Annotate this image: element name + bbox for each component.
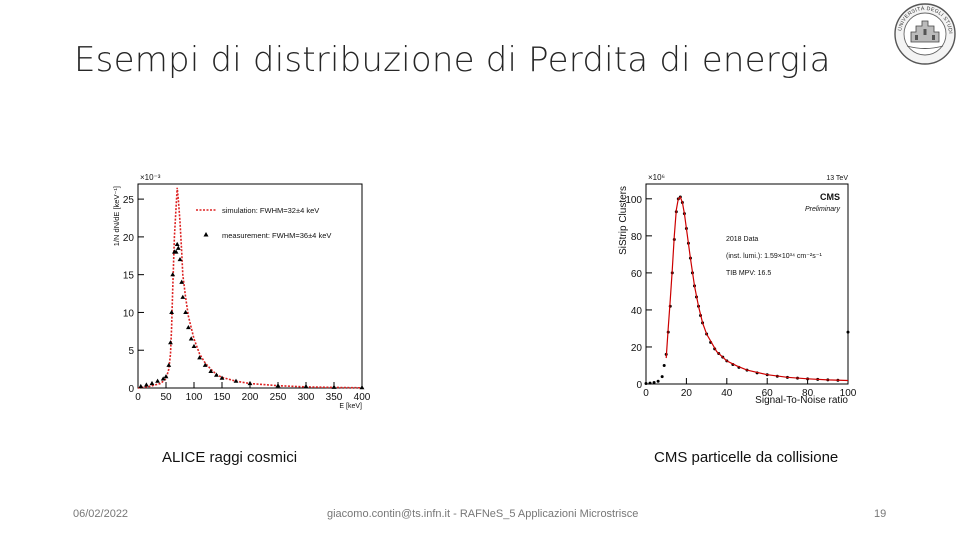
x-tick-label: 50 xyxy=(160,392,172,403)
alice-plot: 0 50 100 150 200 250 300 350 400 0 5 10 15 20 25 ×10⁻³ E… xyxy=(108,158,370,412)
x-tick-label: 0 xyxy=(135,392,141,403)
caption-alice: ALICE raggi cosmici xyxy=(162,449,298,466)
data-point xyxy=(163,374,169,379)
x-tick-label: 80 xyxy=(802,388,814,399)
data-point xyxy=(177,256,183,262)
axis-exponent-label: ×10⁻³ xyxy=(140,173,161,182)
data-point xyxy=(179,279,185,284)
x-tick-label: 100 xyxy=(186,392,203,403)
y-tick-label: 0 xyxy=(128,384,134,395)
annotation-label: (inst. lumi.): 1.59×10³⁴ cm⁻²s⁻¹ xyxy=(726,253,822,260)
data-point xyxy=(233,378,239,383)
data-point xyxy=(138,383,144,389)
x-tick-label: 350 xyxy=(326,392,343,403)
data-point xyxy=(219,375,225,380)
energy-label: 13 TeV xyxy=(826,175,848,182)
x-tick-label: 100 xyxy=(840,388,857,399)
y-tick-label: 80 xyxy=(631,232,643,243)
y-tick-label: 5 xyxy=(128,346,134,357)
y-tick-label: 100 xyxy=(625,195,642,206)
data-point xyxy=(169,309,174,315)
y-tick-label: 15 xyxy=(123,271,135,282)
data-point xyxy=(166,362,172,367)
y-tick-label: 40 xyxy=(631,306,643,317)
data-point xyxy=(247,380,253,386)
y-axis-label: SiStrip Clusters xyxy=(618,186,629,255)
university-seal-icon: UNIVERSITÀ DEGLI STUDI DI TRIESTE xyxy=(891,0,957,66)
data-point xyxy=(662,363,666,367)
data-point xyxy=(656,379,660,383)
x-axis-label: Signal-To-Noise ratio xyxy=(755,395,848,406)
data-point xyxy=(155,378,160,383)
y-tick-label: 10 xyxy=(123,308,135,319)
footer-center: giacomo.contin@ts.infn.it - RAFNeS_5 App… xyxy=(327,508,639,520)
data-point xyxy=(331,384,337,389)
data-point xyxy=(144,382,149,387)
data-point xyxy=(644,381,648,385)
data-point xyxy=(214,372,219,377)
annotation-label: 2018 Data xyxy=(726,236,758,243)
data-point xyxy=(846,330,850,334)
legend-simulation-label: simulation: FWHM=32±4 keV xyxy=(222,206,319,215)
data-point xyxy=(186,324,191,330)
data-point xyxy=(188,336,194,341)
footer-date: 06/02/2022 xyxy=(73,508,129,520)
data-point xyxy=(275,383,281,388)
data-point xyxy=(170,272,176,277)
plot-frame xyxy=(137,183,363,389)
data-point xyxy=(197,355,202,360)
data-point xyxy=(183,309,188,315)
data-point xyxy=(168,340,173,345)
y-tick-label: 20 xyxy=(631,343,643,354)
x-tick-label: 300 xyxy=(298,392,315,403)
fit-curve xyxy=(665,195,849,382)
data-point xyxy=(202,362,208,367)
x-tick-label: 0 xyxy=(643,388,649,399)
x-tick-label: 150 xyxy=(214,392,231,403)
x-axis-label: E [keV] xyxy=(339,403,362,410)
data-point xyxy=(160,376,166,381)
annotation-label: TIB MPV: 16.5 xyxy=(726,270,771,277)
y-tick-label: 20 xyxy=(123,233,135,244)
data-point xyxy=(648,381,652,385)
data-point xyxy=(303,383,309,389)
data-point xyxy=(174,241,180,247)
x-tick-label: 20 xyxy=(681,388,693,399)
x-tick-label: 200 xyxy=(242,392,259,403)
y-tick-label: 60 xyxy=(631,269,643,280)
plot-frame xyxy=(645,183,849,385)
data-point xyxy=(359,385,365,390)
experiment-label: CMS xyxy=(820,192,840,202)
y-tick-label: 25 xyxy=(123,195,135,206)
caption-cms: CMS particelle da collisione xyxy=(654,449,839,466)
x-tick-label: 400 xyxy=(354,392,370,403)
axis-exponent-label: ×10⁶ xyxy=(648,173,665,182)
y-tick-label: 0 xyxy=(636,380,642,391)
legend-measurement-label: measurement: FWHM=36±4 keV xyxy=(222,231,331,240)
status-label: Preliminary xyxy=(805,206,841,213)
footer-page-number: 19 xyxy=(874,508,887,520)
data-point xyxy=(660,375,664,379)
legend-measurement-marker xyxy=(203,232,209,237)
y-axis-label: 1/N dN/dE [keV⁻¹] xyxy=(112,186,121,246)
data-point xyxy=(173,249,179,254)
x-tick-label: 40 xyxy=(721,388,733,399)
data-point xyxy=(652,381,656,385)
x-tick-label: 60 xyxy=(762,388,774,399)
data-point xyxy=(191,343,197,349)
data-point xyxy=(175,245,181,250)
data-point xyxy=(208,368,214,373)
x-tick-label: 250 xyxy=(270,392,287,403)
cms-plot: 0 20 40 60 80 100 0 20 40 60 80 100 ×10⁶ Signal-To-No… xyxy=(612,166,862,412)
slide-title: Esempi di distribuzione di Perdita di en… xyxy=(74,40,831,80)
data-point xyxy=(180,294,186,299)
data-point xyxy=(149,380,155,386)
